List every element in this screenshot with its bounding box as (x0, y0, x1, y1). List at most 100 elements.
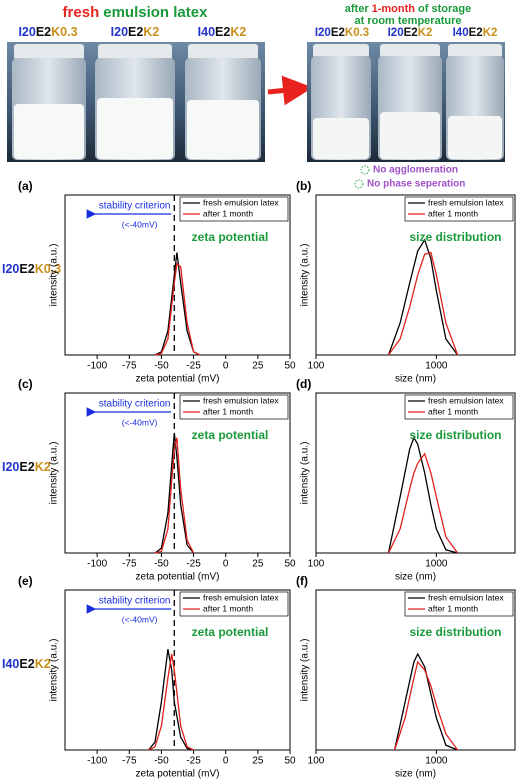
series-line (387, 452, 459, 554)
photo-title: fresh emulsion latex (63, 4, 209, 21)
sample-label-part: I20 (18, 25, 35, 39)
sample-label-part: E2 (128, 25, 143, 39)
x-tick-label: 25 (252, 756, 264, 767)
series-line (387, 251, 459, 356)
y-axis-label: intensity (a.u.) (300, 639, 311, 702)
y-axis-label: intensity (a.u.) (300, 442, 311, 505)
series-line (154, 437, 195, 554)
sample-label-part: K2 (230, 25, 246, 39)
photo-title-part: fresh (63, 4, 100, 21)
sample-label-part: K2 (418, 27, 433, 39)
note: No phase seperation (367, 179, 465, 190)
x-tick-label: -50 (154, 361, 169, 372)
criterion-sub: (<-40mV) (122, 219, 158, 229)
x-tick-label: 0 (223, 361, 229, 372)
sample-label-part: E2 (36, 25, 51, 39)
row-label-part: K0.3 (35, 262, 61, 276)
panel-label: (d) (296, 377, 311, 391)
sample-label-part: K0.3 (51, 25, 77, 39)
annotation: zeta potential (192, 230, 269, 244)
sample-label: I40E2K2 (453, 27, 498, 39)
sample-label: I40E2K2 (198, 25, 247, 39)
x-axis-label: zeta potential (mV) (136, 572, 220, 583)
legend-label: fresh emulsion latex (203, 197, 279, 207)
legend-label: after 1 month (428, 406, 478, 416)
sample-label-part: K2 (483, 27, 498, 39)
x-axis-label: zeta potential (mV) (136, 374, 220, 385)
note-icon (354, 179, 364, 189)
criterion-label: stability criterion (99, 201, 171, 212)
legend-box (179, 196, 289, 222)
x-tick-label: 50 (284, 756, 296, 767)
x-tick-label: 100 (308, 756, 325, 767)
annotation: size distribution (409, 428, 501, 442)
sample-label-part: E2 (215, 25, 230, 39)
row-label-part: I40 (2, 657, 19, 671)
x-tick-label: 50 (284, 559, 296, 570)
y-axis-label: intensity (a.u.) (49, 442, 60, 505)
sample-label-part: I20 (315, 27, 331, 39)
legend-label: fresh emulsion latex (428, 197, 504, 207)
photo-title-part: after (345, 3, 370, 15)
x-tick-label: 50 (284, 361, 296, 372)
row-label-part: I20 (2, 460, 19, 474)
series-line (154, 432, 195, 554)
legend-box (179, 394, 289, 420)
x-tick-label: 1000 (425, 361, 448, 372)
criterion-label: stability criterion (99, 596, 171, 607)
x-axis-label: size (nm) (395, 769, 436, 780)
annotation: zeta potential (192, 625, 269, 639)
x-tick-label: 0 (223, 756, 229, 767)
photo-subtitle: at room temperature (355, 15, 462, 27)
photo-right (307, 42, 505, 162)
y-axis-label: intensity (a.u.) (49, 639, 60, 702)
sample-label: I20E2K2 (388, 27, 433, 39)
row-label-part: E2 (19, 460, 34, 474)
series-line (393, 652, 458, 751)
legend-label: fresh emulsion latex (203, 592, 279, 602)
sample-label: I20E2K2 (111, 25, 160, 39)
x-tick-label: -100 (87, 756, 107, 767)
legend-label: after 1 month (203, 406, 253, 416)
x-tick-label: -100 (87, 361, 107, 372)
x-tick-label: -50 (154, 756, 169, 767)
legend-label: fresh emulsion latex (428, 395, 504, 405)
legend-label: fresh emulsion latex (203, 395, 279, 405)
note: No agglomeration (373, 165, 458, 176)
x-axis-label: size (nm) (395, 572, 436, 583)
plot-frame (64, 194, 291, 356)
x-tick-label: 100 (308, 361, 325, 372)
x-tick-label: -100 (87, 559, 107, 570)
row-label-part: I20 (2, 262, 19, 276)
x-tick-label: 100 (308, 559, 325, 570)
x-tick-label: 25 (252, 559, 264, 570)
panel-label: (b) (296, 179, 311, 193)
series-line (148, 649, 194, 751)
photo-title: after 1-month of storage (345, 3, 471, 15)
legend-label: after 1 month (203, 603, 253, 613)
series-line (387, 238, 459, 356)
x-tick-label: -25 (186, 756, 201, 767)
row-label-part: K2 (35, 657, 51, 671)
legend-box (404, 196, 514, 222)
photo-title-part: of storage (418, 3, 471, 15)
x-tick-label: 25 (252, 361, 264, 372)
sample-label: I20E2K0.3 (18, 25, 77, 39)
x-tick-label: -25 (186, 361, 201, 372)
legend-label: fresh emulsion latex (428, 592, 504, 602)
series-line (154, 252, 201, 356)
y-axis-label: intensity (a.u.) (49, 244, 60, 307)
sample-label-part: K2 (143, 25, 159, 39)
sample-label-part: I40 (198, 25, 215, 39)
x-tick-label: -75 (122, 361, 137, 372)
annotation: zeta potential (192, 428, 269, 442)
x-tick-label: 1000 (425, 559, 448, 570)
panel-label: (e) (18, 574, 33, 588)
x-tick-label: -75 (122, 559, 137, 570)
plot-frame (315, 194, 516, 356)
plot-frame (64, 392, 291, 554)
series-line (393, 660, 459, 751)
sample-label-part: I40 (453, 27, 469, 39)
x-tick-label: -25 (186, 559, 201, 570)
note-icon (360, 165, 370, 175)
